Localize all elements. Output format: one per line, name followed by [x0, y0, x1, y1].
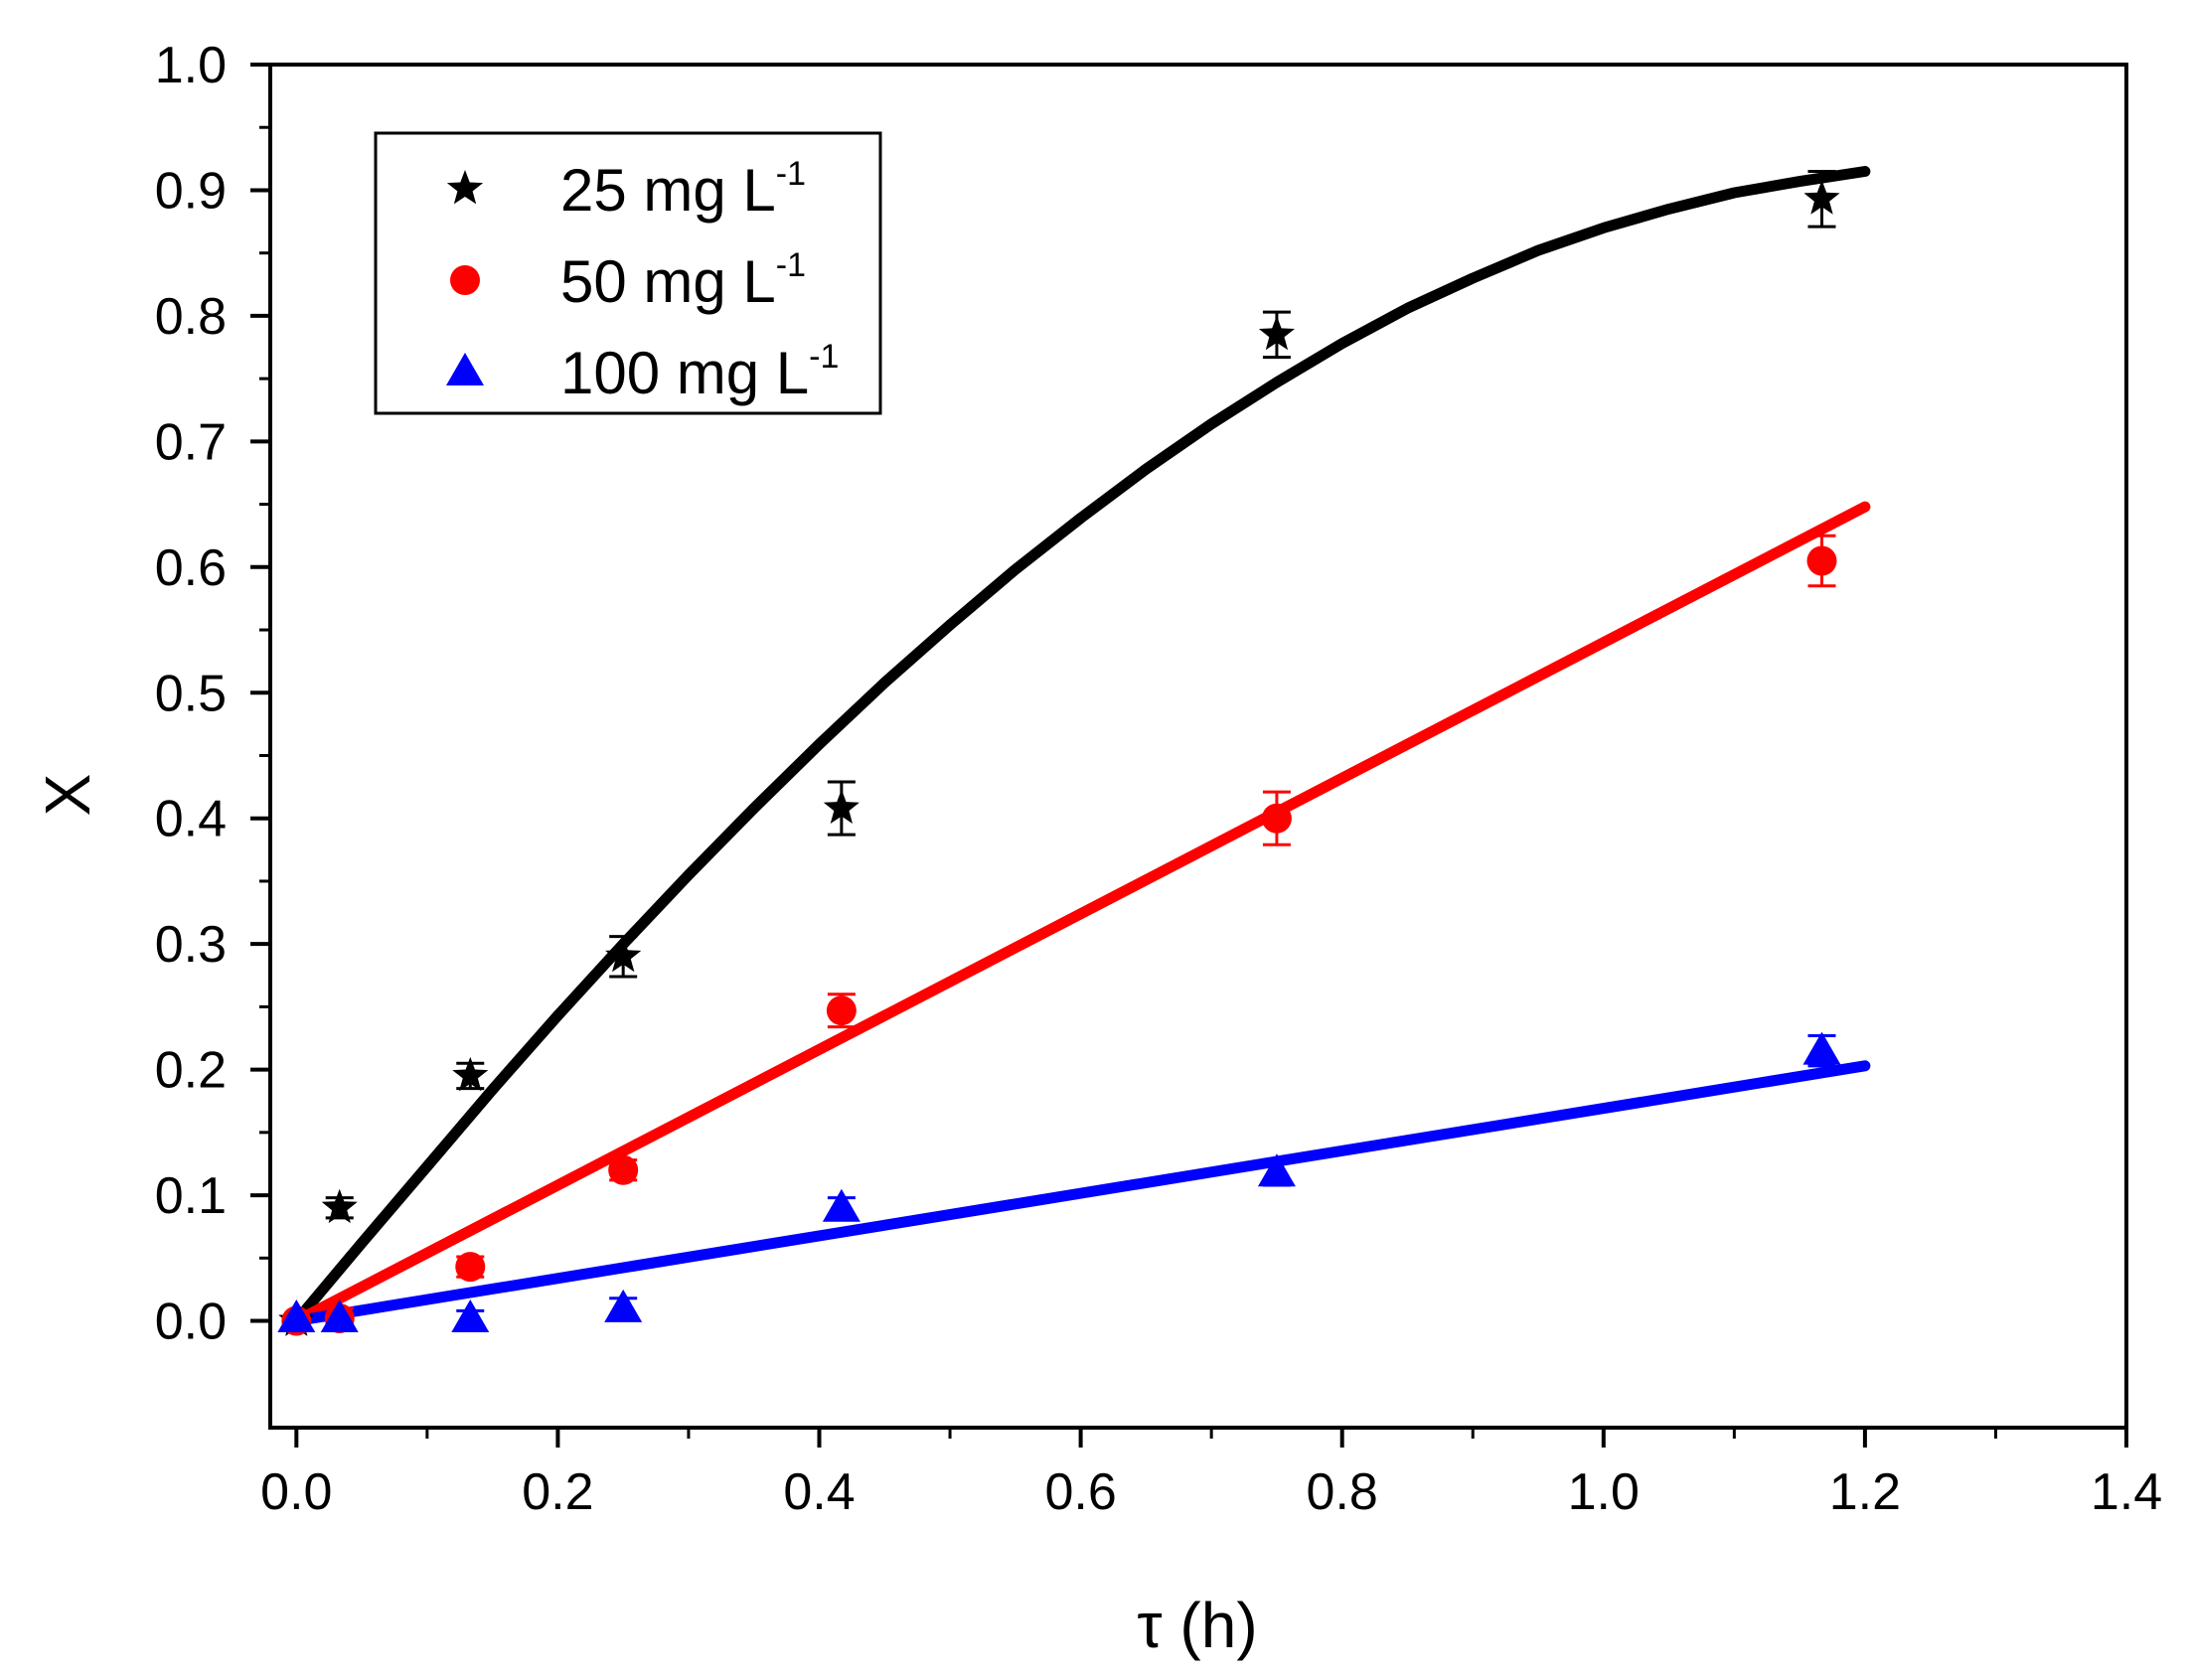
x-axis-title: τ (h) — [1137, 1590, 1257, 1661]
fit-line — [290, 1060, 1871, 1326]
legend-label: 100 mg L-1 — [560, 338, 839, 406]
x-tick-label: 1.2 — [1829, 1463, 1901, 1521]
data-point — [320, 1298, 359, 1332]
legend-label-superscript: -1 — [776, 155, 806, 193]
legend: 25 mg L-1 50 mg L-1 100 mg L-1 — [374, 131, 882, 415]
fit-lines — [290, 166, 1871, 1326]
y-tick-label: 0.7 — [155, 413, 227, 471]
data-point — [608, 1154, 639, 1185]
data-point — [1806, 545, 1837, 576]
data-point — [451, 1298, 490, 1332]
x-tick-label: 1.4 — [2091, 1463, 2162, 1521]
data-markers — [277, 180, 1841, 1336]
y-tick-label: 0.9 — [155, 162, 227, 220]
data-point — [1802, 1031, 1841, 1065]
axes: 0.0 0.2 0.4 0.6 0.8 1.0 1.2 1.4 0.0 0.1 0.2 0.3 0.4 0… — [155, 37, 2162, 1521]
data-point — [1258, 315, 1295, 351]
fit-line — [290, 501, 1871, 1326]
y-tick-label: 0.6 — [155, 539, 227, 597]
legend-marker — [446, 353, 484, 385]
legend-label-superscript: -1 — [809, 338, 839, 376]
legend-marker — [446, 170, 484, 205]
x-tick-label: 0.4 — [783, 1463, 855, 1521]
legend-entry: 50 mg L-1 — [450, 246, 806, 315]
data-point — [826, 995, 857, 1026]
data-point — [604, 1289, 643, 1322]
plot-area-border — [268, 63, 2128, 1430]
legend-label-superscript: -1 — [776, 246, 806, 284]
data-point — [605, 937, 642, 973]
fit-line — [290, 166, 1871, 1326]
plot-frame — [268, 63, 2128, 1430]
x-tick-label: 0.8 — [1307, 1463, 1378, 1521]
x-tick-label: 0.0 — [260, 1463, 332, 1521]
data-point — [455, 1252, 486, 1283]
y-tick-label: 0.3 — [155, 916, 227, 974]
data-point — [452, 1056, 489, 1092]
y-tick-label: 1.0 — [155, 37, 227, 94]
data-point — [1257, 1153, 1296, 1187]
data-point — [277, 1298, 316, 1332]
legend-label: 25 mg L-1 — [560, 155, 806, 224]
legend-entry: 25 mg L-1 — [446, 155, 806, 224]
y-tick-label: 0.8 — [155, 288, 227, 346]
y-tick-label: 0.0 — [155, 1294, 227, 1351]
legend-label: 50 mg L-1 — [560, 246, 806, 315]
x-tick-label: 1.0 — [1568, 1463, 1640, 1521]
y-tick-label: 0.1 — [155, 1167, 227, 1225]
x-tick-label: 0.6 — [1044, 1463, 1116, 1521]
legend-entry: 100 mg L-1 — [446, 338, 839, 406]
data-point — [823, 789, 860, 824]
y-tick-label: 0.2 — [155, 1042, 227, 1100]
legend-marker — [450, 265, 480, 295]
data-point — [822, 1188, 860, 1222]
data-point — [1803, 180, 1840, 215]
y-tick-label: 0.4 — [155, 791, 227, 848]
data-point — [321, 1188, 358, 1224]
y-axis-title: X — [32, 774, 103, 817]
y-tick-label: 0.5 — [155, 665, 227, 722]
data-point — [1261, 803, 1292, 834]
x-tick-label: 0.2 — [522, 1463, 593, 1521]
